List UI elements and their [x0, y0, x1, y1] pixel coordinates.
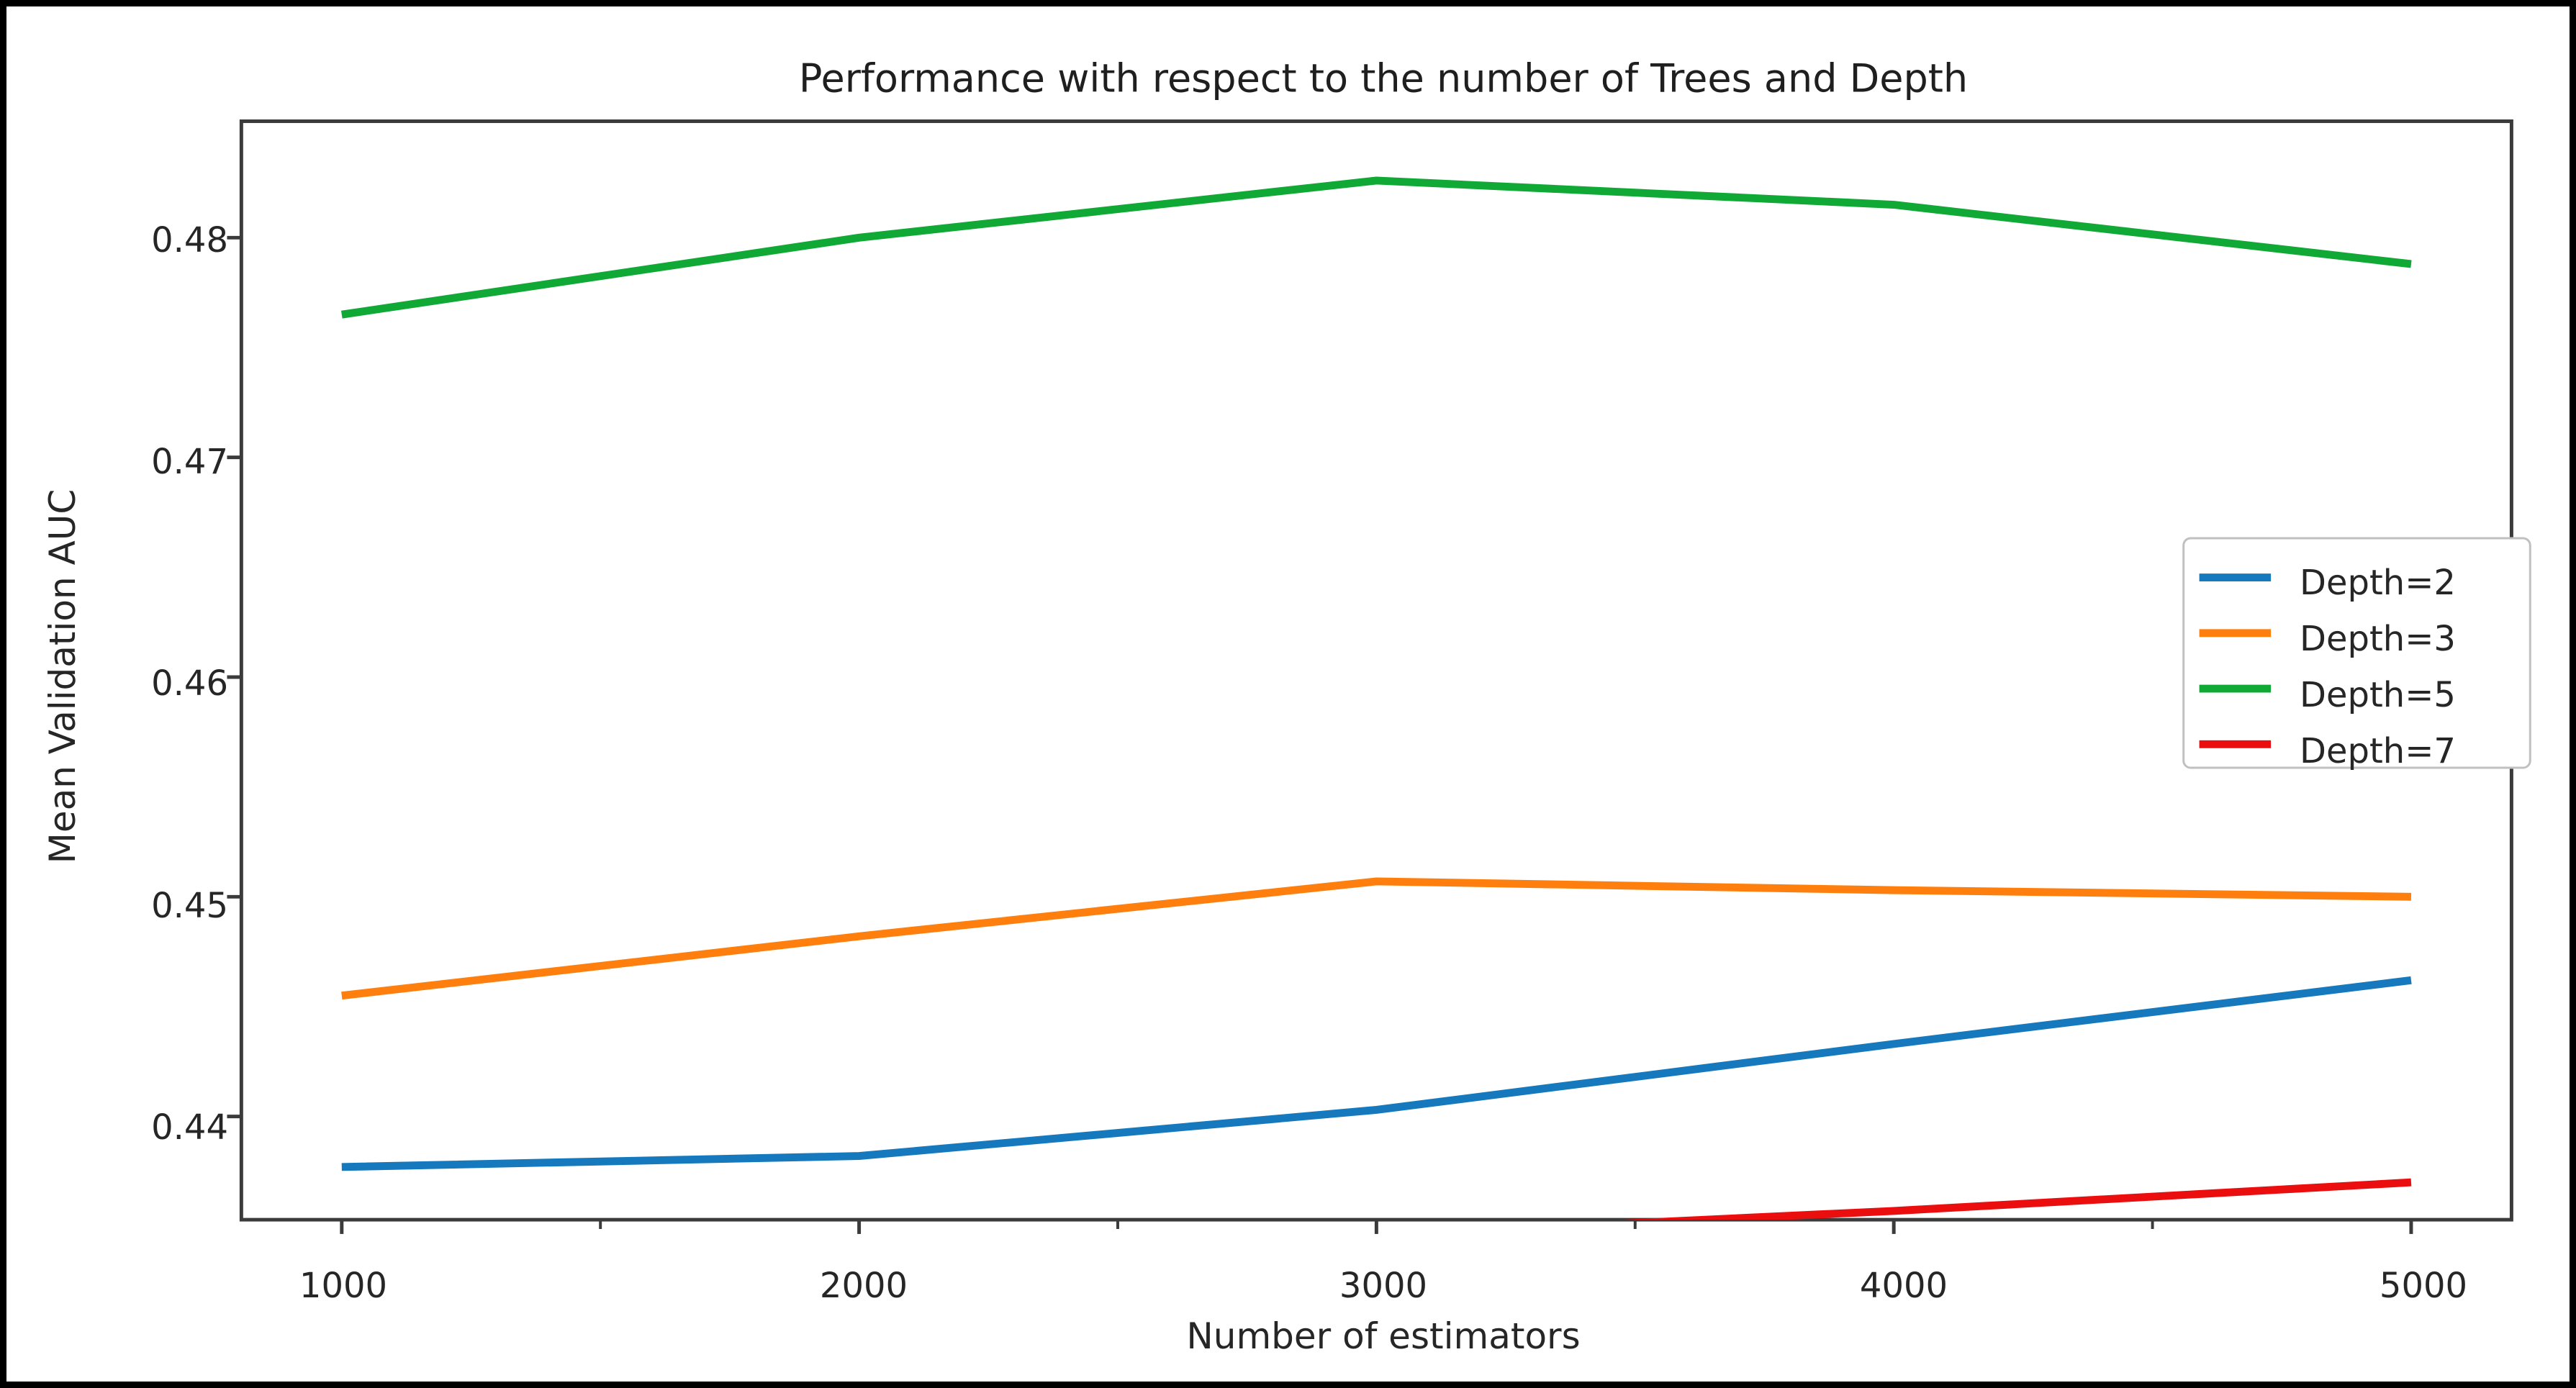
x-tick-label-4000: 4000 — [1859, 1266, 1948, 1306]
series-line-depth-2 — [341, 976, 2412, 1171]
x-tick-label-1000: 1000 — [299, 1266, 388, 1306]
x-tick-label-2000: 2000 — [819, 1266, 908, 1306]
legend-label-depth-3: Depth=3 — [2300, 619, 2456, 659]
legend-label-depth-2: Depth=2 — [2300, 563, 2456, 603]
plot-spines — [239, 119, 2513, 1222]
y-axis-label: Mean Validation AUC — [42, 489, 83, 864]
legend-box — [2182, 537, 2531, 769]
legend-label-depth-5: Depth=5 — [2300, 675, 2456, 715]
x-axis-label: Number of estimators — [1186, 1315, 1581, 1357]
y-tick-label-045: 0.45 — [151, 886, 228, 926]
chart-title: Performance with respect to the number o… — [798, 55, 1969, 101]
legend-label-depth-7: Depth=7 — [2300, 731, 2456, 771]
y-tick-label-046: 0.46 — [151, 663, 228, 704]
series-line-depth-3 — [341, 877, 2412, 1000]
series-line-depth-5 — [340, 176, 2412, 319]
x-tick-label-5000: 5000 — [2379, 1266, 2468, 1306]
series-line-depth-7 — [1622, 1178, 2412, 1220]
chart — [227, 119, 2531, 1234]
y-tick-label-047: 0.47 — [151, 442, 228, 482]
figure-canvas: Performance with respect to the number o… — [6, 6, 2570, 1382]
x-tick-label-3000: 3000 — [1339, 1266, 1428, 1306]
y-tick-label-048: 0.48 — [151, 220, 228, 260]
y-tick-label-044: 0.44 — [151, 1107, 228, 1148]
